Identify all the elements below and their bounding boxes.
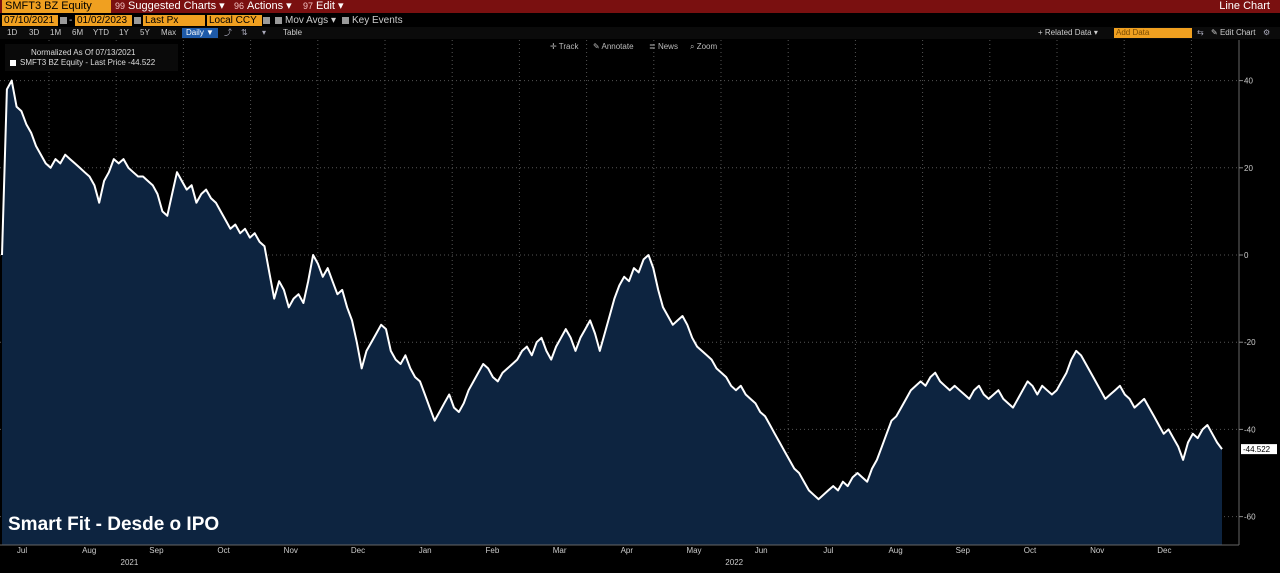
- y-tick-label: 40: [1244, 77, 1253, 86]
- period-ytd[interactable]: YTD: [93, 28, 109, 37]
- edit-label: Edit ▾: [316, 0, 344, 12]
- y-tick-label: 20: [1244, 164, 1253, 173]
- period-6m[interactable]: 6M: [72, 28, 84, 37]
- frequency-select[interactable]: Daily ▼: [182, 28, 218, 38]
- x-tick-label: Aug: [82, 546, 96, 555]
- start-date-field[interactable]: 07/10/2021: [2, 15, 58, 26]
- x-tick-label: Jun: [755, 546, 768, 555]
- last-value-label: -44.522: [1243, 445, 1271, 454]
- track-tool[interactable]: ✛ Track: [550, 41, 578, 52]
- period-1y[interactable]: 1Y: [119, 28, 129, 37]
- news-label: News: [657, 42, 678, 51]
- key-events-checkbox[interactable]: [342, 17, 349, 24]
- suggested-charts-label: Suggested Charts ▾: [128, 0, 225, 12]
- x-axis: Jul Aug Sep Oct Nov Dec Jan Feb Mar Apr May Jun Jul A…: [17, 546, 1172, 567]
- related-data-button[interactable]: + Related Data ▾: [1038, 28, 1098, 37]
- x-tick-label: May: [686, 546, 701, 555]
- crosshair-icon: ✛: [550, 42, 559, 51]
- controls-row: 07/10/2021 - 01/02/2023 Last Px Local CC…: [0, 14, 1280, 27]
- x-tick-label: Jan: [419, 546, 432, 555]
- period-row: 1D 3D 1M 6M YTD 1Y 5Y Max Daily ▼ ⤴ ⇅ ▾ …: [0, 27, 1280, 39]
- chart-type-label: Line Chart: [1219, 0, 1270, 12]
- x-tick-label: Dec: [351, 546, 365, 555]
- x-tick-label: Mar: [553, 546, 567, 555]
- period-3d[interactable]: 3D: [29, 28, 40, 37]
- period-1m[interactable]: 1M: [50, 28, 62, 37]
- currency-dropdown-icon[interactable]: [263, 17, 270, 24]
- end-date-field[interactable]: 01/02/2023: [75, 15, 132, 26]
- suggested-charts-number: 99: [115, 1, 126, 11]
- year-label: 2021: [121, 558, 139, 567]
- track-label: Track: [558, 42, 579, 51]
- top-toolbar: SMFT3 BZ Equity 99 Suggested Charts ▾ 96 A…: [0, 0, 1280, 13]
- zoom-tool[interactable]: ⌕ Zoom: [690, 41, 717, 52]
- field-select[interactable]: Last Px: [143, 15, 205, 26]
- x-tick-label: Oct: [1024, 546, 1037, 555]
- x-tick-label: Aug: [888, 546, 902, 555]
- x-tick-label: Apr: [621, 546, 634, 555]
- settings-icon[interactable]: ⚙: [1263, 28, 1271, 37]
- price-area: [2, 80, 1222, 545]
- add-data-input[interactable]: Add Data: [1114, 28, 1192, 38]
- year-label: 2022: [725, 558, 743, 567]
- news-icon: ≣: [649, 42, 658, 51]
- currency-select[interactable]: Local CCY: [207, 15, 262, 26]
- period-max[interactable]: Max: [161, 28, 177, 37]
- annotate-tool[interactable]: ✎ Annotate: [593, 41, 634, 52]
- zoom-label: Zoom: [696, 42, 718, 51]
- y-tick-label: 0: [1244, 251, 1249, 260]
- edit-number: 97: [303, 1, 314, 11]
- chart-caption: Smart Fit - Desde o IPO: [8, 514, 220, 535]
- y-axis: 40 20 0 -20 -40 -60: [1239, 77, 1256, 522]
- legend-swatch: [10, 60, 16, 66]
- actions-menu[interactable]: 96 Actions ▾: [234, 0, 292, 13]
- calendar-icon[interactable]: [134, 17, 141, 24]
- annotate-label: Annotate: [601, 42, 634, 51]
- pencil-icon: ✎: [1211, 28, 1220, 37]
- x-tick-label: Nov: [284, 546, 298, 555]
- x-tick-label: Oct: [217, 546, 230, 555]
- ticker-field[interactable]: SMFT3 BZ Equity: [2, 0, 111, 13]
- x-tick-label: Sep: [149, 546, 164, 555]
- price-line: [1, 79, 1223, 501]
- actions-label: Actions ▾: [247, 0, 292, 12]
- refresh-icon[interactable]: ⇆: [1197, 28, 1204, 37]
- line-style-icon[interactable]: ⤴: [224, 28, 232, 37]
- mov-avgs-checkbox[interactable]: [275, 17, 282, 24]
- y-tick-label: -60: [1244, 513, 1256, 522]
- legend-series-label: SMFT3 BZ Equity - Last Price -44.522: [20, 58, 156, 67]
- bar-style-icon[interactable]: ⇅: [241, 28, 248, 37]
- last-value-marker: -44.522: [1241, 444, 1277, 455]
- table-button[interactable]: Table: [283, 28, 303, 37]
- edit-chart-label: Edit Chart: [1219, 28, 1256, 37]
- x-tick-label: Nov: [1090, 546, 1104, 555]
- last-value-box: [1241, 444, 1277, 455]
- date-separator: -: [69, 15, 73, 26]
- legend-title: Normalized As Of 07/13/2021: [31, 48, 136, 57]
- news-tool[interactable]: ≣ News: [649, 41, 678, 52]
- edit-chart-button[interactable]: ✎ Edit Chart: [1211, 27, 1256, 39]
- x-tick-label: Dec: [1157, 546, 1171, 555]
- actions-number: 96: [234, 1, 245, 11]
- x-tick-label: Jul: [823, 546, 833, 555]
- y-tick-label: -20: [1244, 338, 1256, 347]
- legend: [5, 44, 178, 71]
- y-tick-label: -40: [1244, 425, 1256, 434]
- x-tick-label: Feb: [486, 546, 500, 555]
- x-tick-label: Jul: [17, 546, 27, 555]
- key-events-label[interactable]: Key Events: [352, 15, 403, 26]
- edit-menu[interactable]: 97 Edit ▾: [303, 0, 344, 13]
- suggested-charts-menu[interactable]: 99 Suggested Charts ▾: [115, 0, 225, 13]
- period-1d[interactable]: 1D: [7, 28, 18, 37]
- pencil-icon: ✎: [593, 42, 602, 51]
- magnifier-icon: ⌕: [690, 42, 697, 51]
- mov-avgs-label[interactable]: Mov Avgs ▾: [285, 15, 336, 26]
- x-tick-label: Sep: [956, 546, 971, 555]
- calendar-icon[interactable]: [60, 17, 67, 24]
- more-dropdown-icon[interactable]: ▾: [262, 28, 267, 37]
- period-5y[interactable]: 5Y: [140, 28, 150, 37]
